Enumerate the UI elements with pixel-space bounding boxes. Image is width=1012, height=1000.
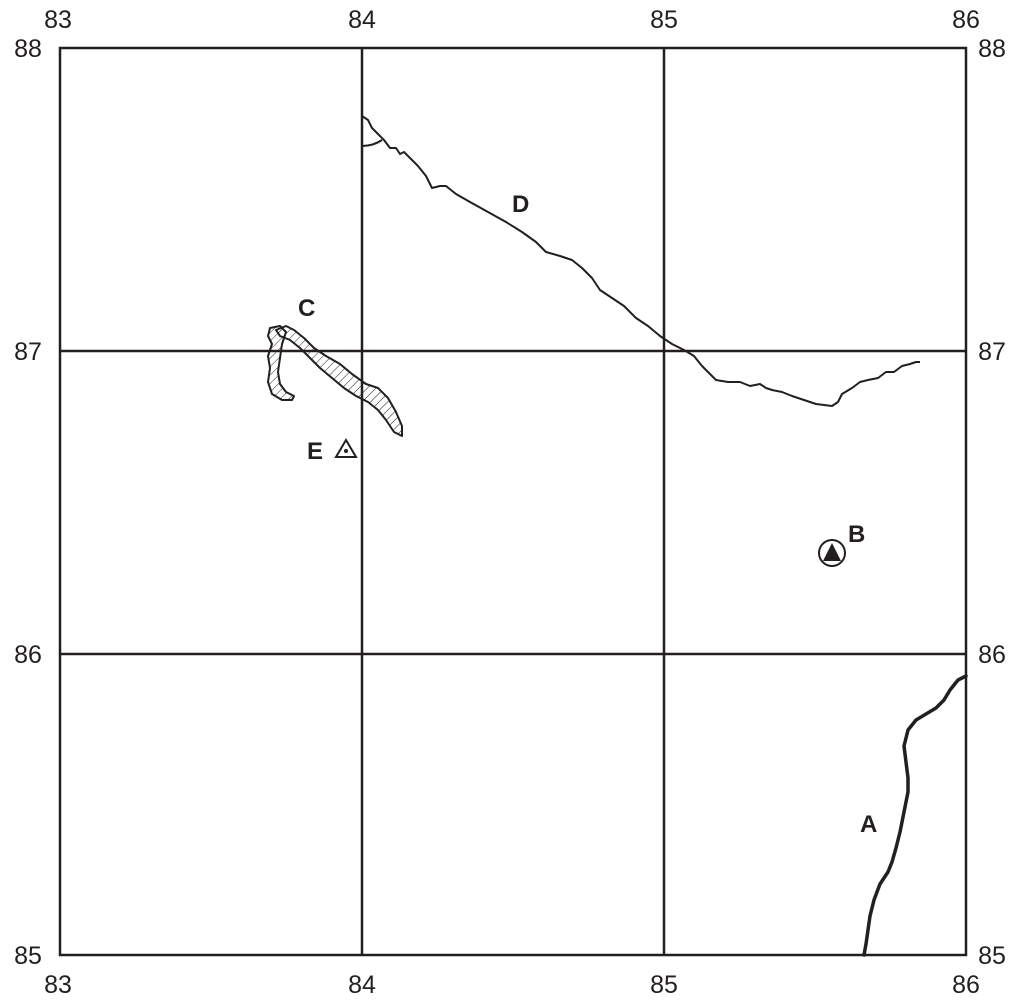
right-northing-labels: 88 87 86 85 xyxy=(978,35,1006,970)
feature-e-triangle-icon xyxy=(334,438,358,458)
feature-c-lake-east-arm xyxy=(275,325,403,437)
map-frame xyxy=(58,46,968,957)
bottom-easting-label-86: 86 xyxy=(952,971,980,999)
left-northing-label-86: 86 xyxy=(14,641,42,669)
right-northing-label-87: 87 xyxy=(978,338,1006,366)
grid-lines xyxy=(60,48,966,955)
left-northing-label-88: 88 xyxy=(14,35,42,63)
feature-c-lake xyxy=(267,325,403,437)
left-northing-label-85: 85 xyxy=(14,942,42,970)
feature-b-label: B xyxy=(848,521,865,548)
left-northing-label-87: 87 xyxy=(14,338,42,366)
top-easting-label-83: 83 xyxy=(44,6,72,34)
bottom-easting-label-85: 85 xyxy=(650,971,678,999)
top-easting-labels: 83 84 85 86 xyxy=(44,6,980,34)
feature-e-label: E xyxy=(307,438,323,465)
bottom-easting-labels: 83 84 85 86 xyxy=(44,971,980,999)
feature-d-line xyxy=(361,115,920,407)
right-northing-label-88: 88 xyxy=(978,35,1006,63)
feature-a-label: A xyxy=(860,811,877,838)
bottom-easting-label-83: 83 xyxy=(44,971,72,999)
left-northing-labels: 88 87 86 85 xyxy=(14,35,42,970)
feature-b-triangle-circle-icon xyxy=(818,539,846,567)
top-easting-label-86: 86 xyxy=(952,6,980,34)
feature-d-label: D xyxy=(512,191,529,218)
bottom-easting-label-84: 84 xyxy=(348,971,376,999)
feature-c-label: C xyxy=(298,295,315,322)
top-easting-label-84: 84 xyxy=(348,6,376,34)
top-easting-label-85: 85 xyxy=(650,6,678,34)
right-northing-label-85: 85 xyxy=(978,942,1006,970)
feature-d-curl xyxy=(361,139,383,147)
feature-a-river xyxy=(862,674,968,957)
right-northing-label-86: 86 xyxy=(978,641,1006,669)
feature-c-lake-west-arm xyxy=(267,325,295,401)
